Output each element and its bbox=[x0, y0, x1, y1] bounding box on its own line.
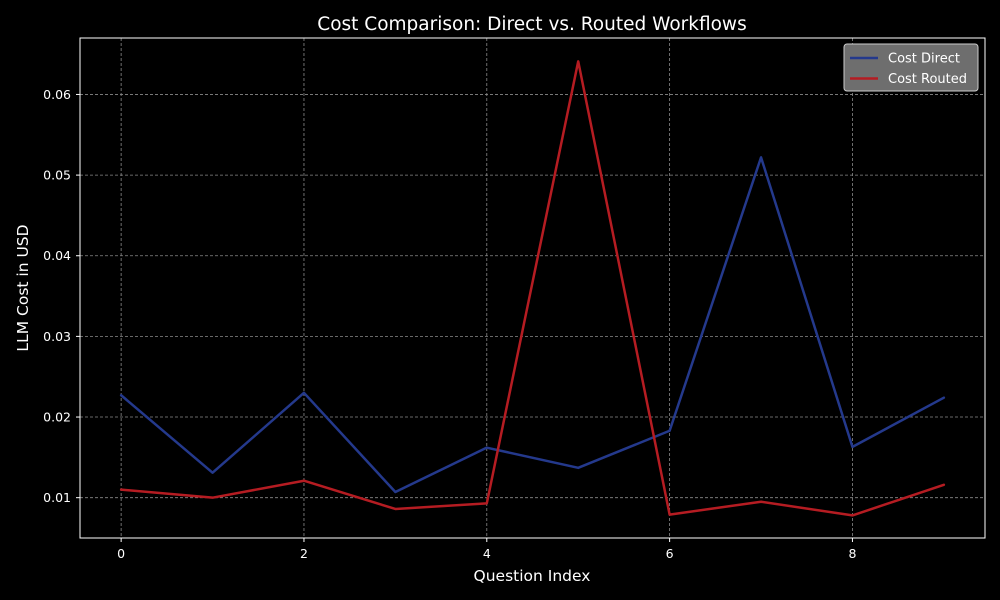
series-layer bbox=[119, 60, 946, 517]
x-tick-label: 2 bbox=[300, 546, 308, 561]
x-tick-label: 4 bbox=[483, 546, 491, 561]
y-tick-label: 0.02 bbox=[43, 410, 71, 425]
y-tick-label: 0.04 bbox=[43, 248, 71, 263]
ticks-layer: 0 2 4 6 8 0.01 0.02 0.03 0.04 0.05 0.06 bbox=[43, 87, 856, 561]
legend: Cost Direct Cost Routed bbox=[843, 43, 979, 92]
series-line-cost-direct bbox=[119, 156, 946, 494]
x-tick-label: 8 bbox=[848, 546, 856, 561]
series-line-cost-routed bbox=[119, 60, 946, 517]
y-tick-label: 0.05 bbox=[43, 168, 71, 183]
legend-label: Cost Routed bbox=[888, 72, 967, 87]
x-tick-label: 6 bbox=[666, 546, 674, 561]
y-tick-label: 0.03 bbox=[43, 329, 71, 344]
chart-title: Cost Comparison: Direct vs. Routed Workf… bbox=[317, 14, 746, 35]
y-tick-label: 0.06 bbox=[43, 87, 71, 102]
grid-layer bbox=[80, 38, 985, 538]
x-tick-label: 0 bbox=[117, 546, 125, 561]
plot-frame bbox=[79, 37, 986, 539]
y-tick-label: 0.01 bbox=[43, 490, 71, 505]
legend-label: Cost Direct bbox=[888, 52, 960, 67]
y-axis-title: LLM Cost in USD bbox=[14, 224, 32, 351]
x-axis-title: Question Index bbox=[474, 567, 591, 585]
